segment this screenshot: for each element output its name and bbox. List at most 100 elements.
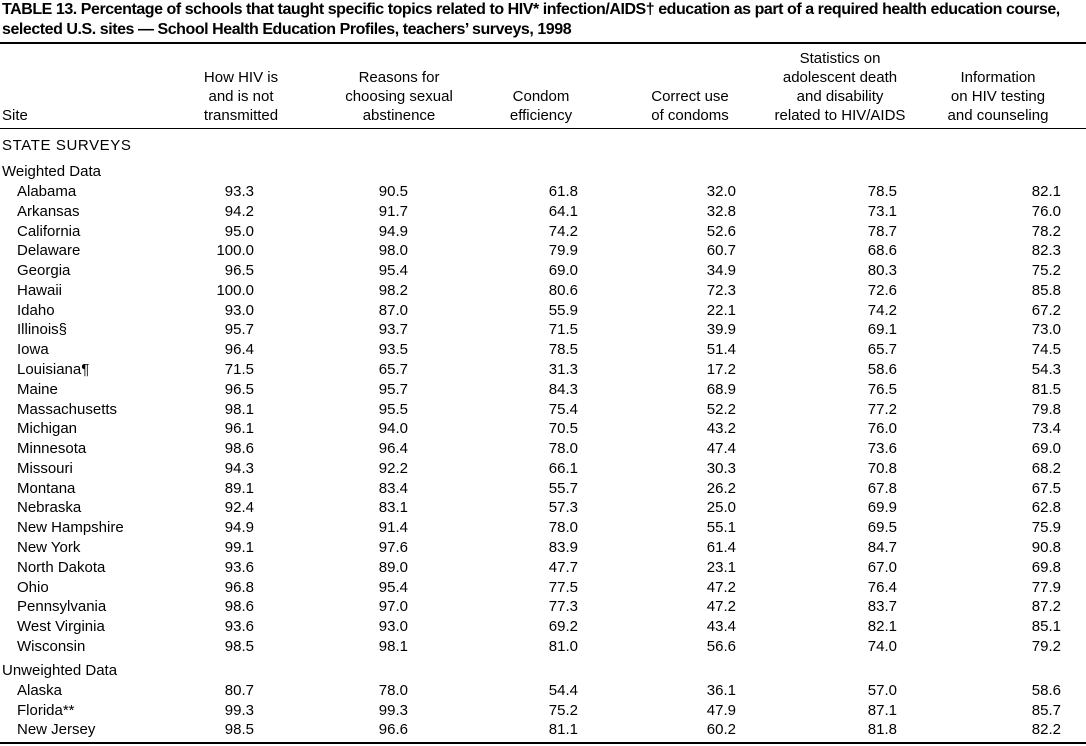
value-cell: 100.0 bbox=[216, 242, 254, 260]
site-name: Louisiana¶ bbox=[17, 361, 90, 379]
value-cell: 89.1 bbox=[224, 479, 254, 497]
value-cell: 81.0 bbox=[548, 637, 578, 655]
value-cell: 52.6 bbox=[706, 222, 736, 240]
value-cell: 67.0 bbox=[867, 558, 897, 576]
value-cell: 54.3 bbox=[1031, 361, 1061, 379]
site-name: Missouri bbox=[17, 459, 73, 477]
value-cell: 47.7 bbox=[548, 558, 578, 576]
value-cell: 34.9 bbox=[706, 262, 736, 280]
value-cell: 81.5 bbox=[1031, 380, 1061, 398]
value-cell: 58.6 bbox=[867, 361, 897, 379]
value-cell: 78.0 bbox=[548, 440, 578, 458]
value-cell: 55.7 bbox=[548, 479, 578, 497]
value-cell: 90.8 bbox=[1031, 539, 1061, 557]
value-cell: 80.6 bbox=[548, 281, 578, 299]
site-name: Georgia bbox=[17, 262, 71, 280]
site-name: Montana bbox=[17, 479, 76, 497]
value-cell: 68.9 bbox=[706, 380, 736, 398]
value-cell: 84.3 bbox=[548, 380, 578, 398]
value-cell: 39.9 bbox=[706, 321, 736, 339]
value-cell: 74.2 bbox=[867, 301, 897, 319]
value-cell: 56.6 bbox=[706, 637, 736, 655]
site-name: Wisconsin bbox=[17, 637, 86, 655]
value-cell: 73.1 bbox=[867, 202, 897, 220]
site-name: Pennsylvania bbox=[17, 598, 107, 616]
site-name: Minnesota bbox=[17, 440, 87, 458]
value-cell: 54.4 bbox=[548, 681, 578, 699]
value-cell: 71.5 bbox=[224, 361, 254, 379]
group-label: Weighted Data bbox=[2, 163, 101, 180]
value-cell: 87.0 bbox=[378, 301, 408, 319]
value-cell: 69.1 bbox=[867, 321, 897, 339]
value-cell: 95.4 bbox=[378, 262, 408, 280]
group-label: Unweighted Data bbox=[2, 661, 118, 679]
value-cell: 79.8 bbox=[1031, 400, 1061, 418]
value-cell: 47.9 bbox=[706, 701, 736, 719]
value-cell: 82.3 bbox=[1031, 242, 1061, 260]
value-cell: 98.1 bbox=[224, 400, 254, 418]
value-cell: 93.6 bbox=[224, 558, 254, 576]
value-cell: 98.6 bbox=[224, 440, 254, 458]
value-cell: 61.8 bbox=[548, 183, 578, 200]
value-cell: 25.0 bbox=[706, 499, 736, 517]
site-name: California bbox=[17, 222, 81, 240]
value-cell: 82.2 bbox=[1031, 721, 1061, 739]
value-cell: 99.3 bbox=[378, 701, 408, 719]
value-cell: 94.0 bbox=[378, 420, 408, 438]
value-cell: 83.7 bbox=[867, 598, 897, 616]
value-cell: 95.7 bbox=[224, 321, 254, 339]
value-cell: 95.7 bbox=[378, 380, 408, 398]
value-cell: 76.0 bbox=[867, 420, 897, 438]
value-cell: 69.0 bbox=[548, 262, 578, 280]
value-cell: 32.0 bbox=[706, 183, 736, 200]
value-cell: 99.3 bbox=[224, 701, 254, 719]
site-name: Alabama bbox=[17, 183, 77, 200]
value-cell: 36.1 bbox=[706, 681, 736, 699]
value-cell: 32.8 bbox=[706, 202, 736, 220]
value-cell: 43.4 bbox=[706, 618, 736, 636]
site-name: West Virginia bbox=[17, 618, 105, 636]
value-cell: 22.1 bbox=[706, 301, 736, 319]
value-cell: 65.7 bbox=[867, 341, 897, 359]
value-cell: 90.5 bbox=[378, 183, 408, 200]
value-cell: 30.3 bbox=[706, 459, 736, 477]
column-header: abstinence bbox=[362, 107, 436, 124]
value-cell: 83.9 bbox=[548, 539, 578, 557]
value-cell: 97.0 bbox=[378, 598, 408, 616]
value-cell: 23.1 bbox=[706, 558, 736, 576]
value-cell: 81.1 bbox=[548, 721, 578, 739]
site-name: Delaware bbox=[17, 242, 81, 260]
value-cell: 64.1 bbox=[548, 202, 578, 220]
site-name: Idaho bbox=[17, 301, 55, 319]
value-cell: 70.5 bbox=[548, 420, 578, 438]
value-cell: 74.5 bbox=[1031, 341, 1061, 359]
site-name: Massachusetts bbox=[17, 400, 118, 418]
bottom-rule bbox=[0, 742, 1086, 744]
value-cell: 47.2 bbox=[706, 598, 736, 616]
value-cell: 71.5 bbox=[548, 321, 578, 339]
value-cell: 94.2 bbox=[224, 202, 254, 220]
column-header: Statistics on bbox=[799, 50, 881, 67]
column-header: and disability bbox=[796, 88, 884, 105]
value-cell: 47.4 bbox=[706, 440, 736, 458]
value-cell: 76.0 bbox=[1031, 202, 1061, 220]
value-cell: 81.8 bbox=[867, 721, 897, 739]
value-cell: 75.4 bbox=[548, 400, 578, 418]
column-header: Correct use bbox=[651, 88, 729, 105]
value-cell: 84.7 bbox=[867, 539, 897, 557]
value-cell: 94.9 bbox=[378, 222, 408, 240]
value-cell: 92.4 bbox=[224, 499, 254, 517]
value-cell: 76.4 bbox=[867, 578, 897, 596]
value-cell: 79.2 bbox=[1031, 637, 1061, 655]
value-cell: 89.0 bbox=[378, 558, 408, 576]
value-cell: 98.2 bbox=[378, 281, 408, 299]
value-cell: 83.1 bbox=[378, 499, 408, 517]
value-cell: 96.8 bbox=[224, 578, 254, 596]
site-name: Arkansas bbox=[17, 202, 80, 220]
column-header: How HIV is bbox=[203, 69, 279, 86]
site-name: Michigan bbox=[17, 420, 78, 438]
value-cell: 98.5 bbox=[224, 721, 254, 739]
value-cell: 96.4 bbox=[378, 440, 408, 458]
value-cell: 52.2 bbox=[706, 400, 736, 418]
value-cell: 69.0 bbox=[1031, 440, 1061, 458]
